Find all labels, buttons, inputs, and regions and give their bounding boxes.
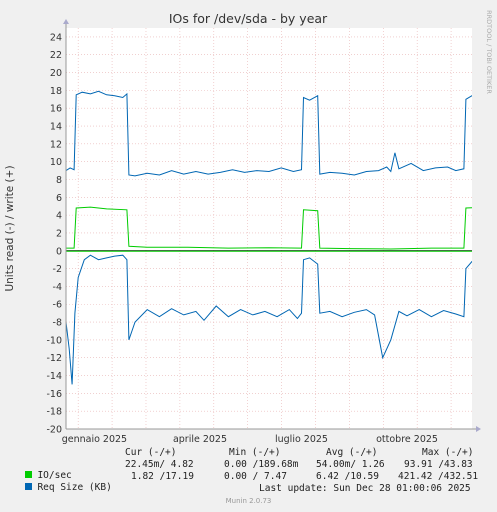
y-tick-label: 2 — [56, 228, 62, 239]
y-tick-label: 18 — [50, 86, 62, 97]
legend-iosec-avg: 54.00m/ 1.26 — [316, 459, 385, 470]
legend-label-reqsize: Req Size (KB) — [37, 482, 112, 493]
legend-swatch-reqsize — [25, 483, 33, 490]
y-tick-label: 10 — [50, 157, 62, 168]
footer-version: Munin 2.0.73 — [225, 497, 272, 505]
legend-iosec-max: 93.91 /43.83 — [404, 459, 473, 470]
y-tick-label: -8 — [53, 318, 62, 329]
legend-reqsize-max: 421.42 /432.51 — [398, 471, 479, 482]
legend-row-reqsize: Req Size (KB) — [14, 471, 112, 493]
y-tick-label: 16 — [50, 104, 62, 115]
legend-reqsize-min: 0.00 / 7.47 — [224, 471, 287, 482]
y-tick-label: 8 — [56, 175, 62, 186]
y-tick-label: 22 — [50, 50, 62, 61]
y-tick-label: 14 — [50, 122, 62, 133]
y-tick-label: 24 — [50, 32, 62, 43]
legend-swatch-iosec — [25, 471, 33, 478]
legend-row-iosec: IO/sec — [14, 459, 72, 481]
legend-iosec-min: 0.00 /189.68m — [224, 459, 299, 470]
legend-header-max: Max (-/+) — [422, 447, 474, 458]
chart-title: IOs for /dev/sda - by year — [169, 11, 328, 26]
y-tick-label: 20 — [50, 68, 62, 79]
y-axis-label: Units read (-) / write (+) — [4, 165, 16, 291]
y-tick-label: -18 — [46, 407, 62, 418]
y-tick-label: -16 — [46, 389, 62, 400]
plot-area — [66, 28, 472, 429]
x-tick-label: aprile 2025 — [173, 434, 227, 445]
legend-reqsize-cur: 1.82 /17.19 — [131, 471, 194, 482]
legend-iosec-cur: 22.45m/ 4.82 — [125, 459, 194, 470]
y-tick-label: -12 — [46, 353, 62, 364]
y-tick-label: 6 — [56, 193, 62, 204]
y-tick-label: 4 — [56, 211, 62, 222]
series-line-2 — [66, 206, 472, 250]
y-tick-label: -14 — [46, 371, 62, 382]
series-line-1 — [66, 254, 472, 385]
x-axis-arrow — [476, 426, 481, 432]
legend-reqsize-avg: 6.42 /10.59 — [316, 471, 379, 482]
legend-header-avg: Avg (-/+) — [326, 447, 378, 458]
last-update: Last update: Sun Dec 28 01:00:06 2025 — [259, 483, 471, 494]
x-tick-label: luglio 2025 — [275, 434, 328, 445]
legend-label-iosec: IO/sec — [37, 470, 72, 481]
y-tick-label: 12 — [50, 139, 62, 150]
y-tick-label: -2 — [53, 264, 62, 275]
rrdtool-side-label: RRDTOOL / TOBI OETIKER — [485, 10, 493, 94]
series-line-0 — [66, 90, 472, 177]
y-axis-arrow — [63, 19, 69, 24]
x-tick-label: gennaio 2025 — [62, 434, 127, 445]
legend-header-cur: Cur (-/+) — [125, 447, 177, 458]
legend-header-min: Min (-/+) — [229, 447, 281, 458]
y-tick-label: -6 — [53, 300, 62, 311]
y-tick-label: -20 — [46, 425, 62, 436]
y-tick-label: 0 — [56, 246, 62, 257]
x-tick-label: ottobre 2025 — [376, 434, 438, 445]
y-tick-label: -4 — [53, 282, 62, 293]
y-tick-label: -10 — [46, 335, 62, 346]
